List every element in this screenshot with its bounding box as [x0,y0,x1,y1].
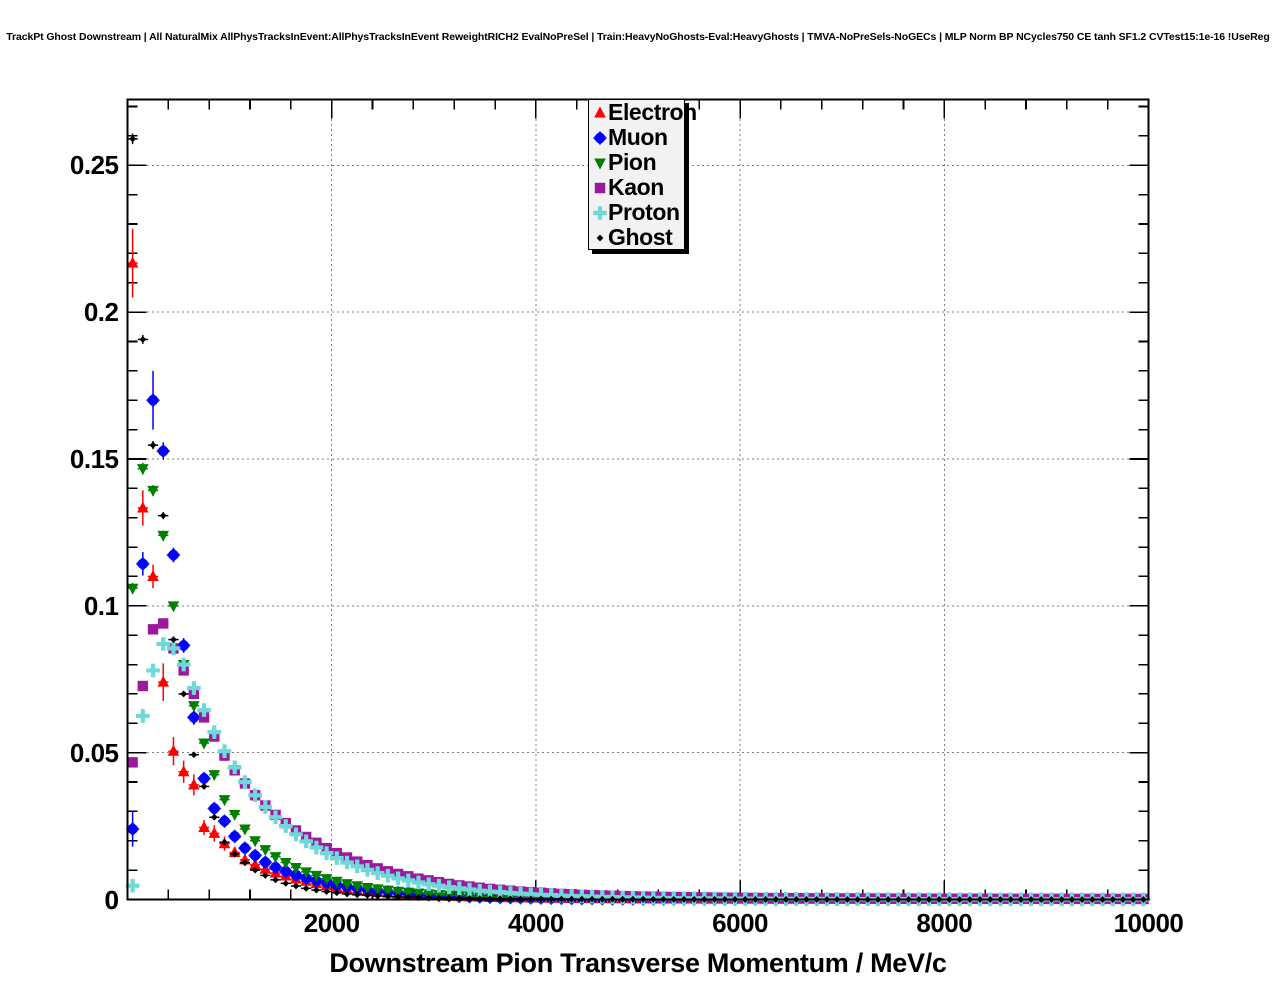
legend-item-pion[interactable]: Pion [589,150,684,175]
legend-item-kaon[interactable]: Kaon [589,175,684,200]
x-tick-label: 10000 [1113,907,1184,938]
legend-label: Pion [608,149,657,175]
legend-item-proton[interactable]: Proton [589,200,684,225]
legend-item-electron[interactable]: Electron [589,100,697,125]
legend-label: Ghost [608,224,673,250]
dot-icon [592,228,608,248]
series-pion [126,462,1150,906]
x-tick-label: 6000 [712,907,769,938]
legend-label: Electron [608,99,697,125]
legend[interactable]: Electron Muon Pion Kaon Proton Ghost [588,99,697,250]
x-axis-title: Downstream Pion Transverse Momentum / Me… [329,948,947,978]
legend-item-muon[interactable]: Muon [589,125,684,150]
legend-label: Proton [608,199,680,225]
y-tick-label: 0 [104,884,119,915]
triangle-up-icon [592,103,608,123]
series-kaon [127,618,1149,905]
y-tick-label: 0.25 [69,150,119,181]
y-tick-label: 0.05 [69,737,119,768]
legend-item-ghost[interactable]: Ghost [589,225,684,250]
square-icon [592,178,608,198]
x-tick-label: 4000 [507,907,564,938]
triangle-down-icon [592,153,608,173]
x-tick-label: 2000 [303,907,360,938]
y-tick-label: 0.1 [83,590,119,621]
y-tick-label: 0 [104,884,119,915]
y-tick-label: 0.15 [69,443,119,474]
series-electron [126,228,1150,904]
x-tick-label: 8000 [916,907,973,938]
cross-icon [592,203,608,223]
circle-icon [592,128,608,148]
page-title: TrackPt Ghost Downstream | All NaturalMi… [6,31,1270,43]
legend-label: Muon [608,124,668,150]
y-tick-label: 0.2 [83,297,119,328]
legend-label: Kaon [608,174,664,200]
